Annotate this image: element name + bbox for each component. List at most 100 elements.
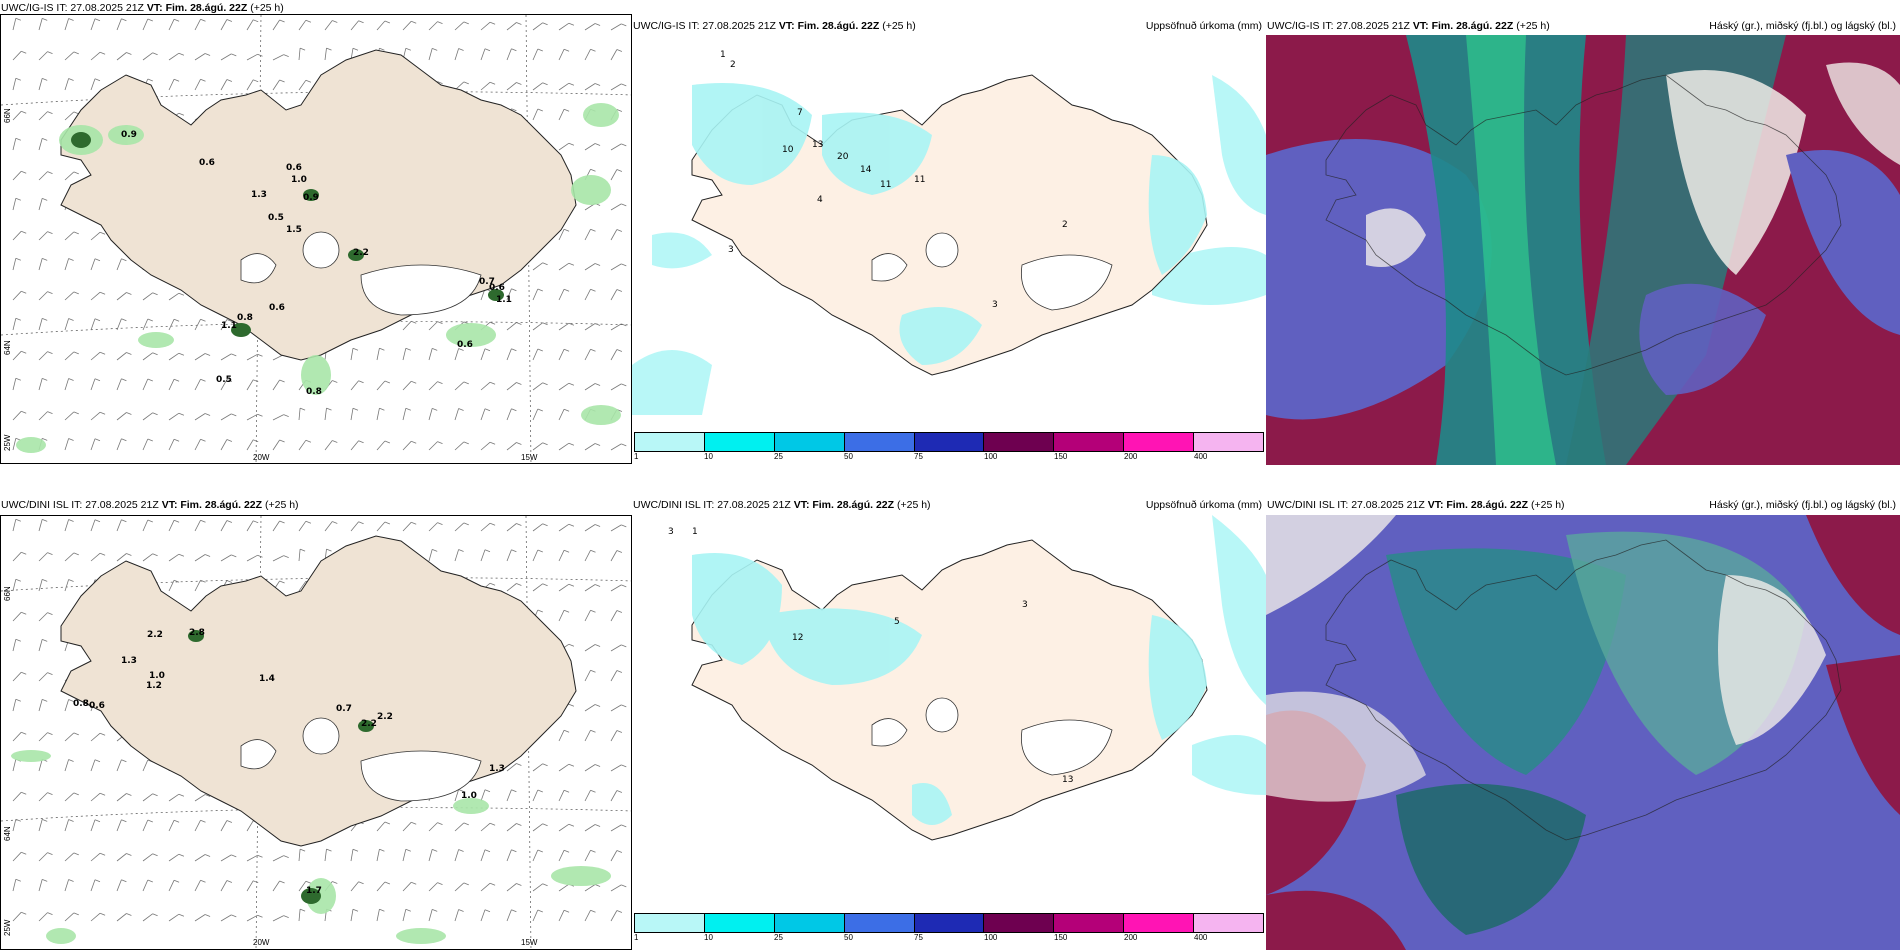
wind-barb — [428, 822, 438, 832]
wind-barb — [610, 383, 622, 391]
wind-barb-flag — [178, 553, 185, 557]
wind-barb — [428, 882, 438, 892]
wind-barb — [558, 82, 570, 91]
wind-barb — [584, 289, 591, 301]
lat-label: 64N — [3, 826, 12, 841]
wind-barb-flag — [94, 18, 101, 22]
wind-barb — [64, 411, 75, 421]
wind-barb-flag — [283, 555, 289, 558]
wind-barb-flag — [568, 322, 575, 326]
wind-barb-flag — [21, 731, 27, 735]
wind-barb — [298, 19, 307, 31]
wind-value: 1.0 — [149, 671, 165, 681]
wind-barb-flag — [47, 552, 53, 555]
wind-barb-flag — [621, 644, 627, 648]
wind-barb-flag — [563, 108, 570, 112]
wind-barb — [350, 521, 359, 532]
wind-barb-flag — [542, 823, 548, 827]
wind-barb — [90, 78, 96, 91]
wind-barb-flag — [68, 579, 74, 582]
colorbar-swatch — [1054, 433, 1125, 451]
colorbar-label: 200 — [1124, 933, 1138, 942]
wind-barb — [246, 53, 258, 61]
wind-barb — [350, 440, 359, 451]
wind-barb — [272, 439, 280, 451]
wind-barb — [38, 612, 48, 622]
wind-barb-flag — [121, 759, 127, 763]
wind-barb — [584, 790, 591, 802]
wind-barb-flag — [463, 882, 469, 886]
wind-barb-flag — [437, 321, 443, 324]
wind-barb-flag — [99, 231, 106, 235]
wind-barb-flag — [73, 351, 79, 355]
wind-barb — [402, 882, 412, 892]
wind-barb — [584, 704, 596, 712]
wind-barb — [532, 789, 539, 802]
wind-barb — [558, 229, 565, 241]
wind-barb-flag — [68, 759, 74, 762]
wind-barb — [298, 549, 301, 562]
wind-barb — [506, 348, 512, 361]
wind-barb — [194, 820, 201, 832]
wind-barb — [38, 852, 48, 862]
wind-barb-flag — [489, 822, 496, 826]
wind-barb-flag — [484, 348, 491, 352]
wind-barb-flag — [621, 884, 627, 888]
wind-barb-flag — [73, 51, 79, 55]
wind-barb-flag — [42, 819, 48, 822]
wind-barb-flag — [537, 288, 543, 292]
wind-barb — [142, 412, 153, 421]
wind-barb — [480, 789, 486, 802]
wind-barb-flag — [594, 764, 601, 767]
cloud-panel-row1: UWC/IG-IS IT: 27.08.2025 21Z VT: Fim. 28… — [1266, 0, 1900, 465]
wind-barb — [558, 322, 570, 331]
colorbar-swatch — [774, 914, 845, 932]
wind-barb — [12, 258, 17, 271]
wind-barb-flag — [563, 909, 570, 913]
wind-barb-flag — [621, 323, 627, 327]
wind-barb-flag — [226, 19, 233, 22]
wind-barb — [116, 879, 122, 892]
wind-barb — [194, 439, 201, 451]
wind-barb — [220, 554, 232, 562]
wind-barb-flag — [253, 379, 259, 383]
wind-barb-flag — [621, 263, 627, 267]
precip-colorbar — [634, 432, 1264, 452]
colorbar-swatch — [1054, 914, 1125, 932]
wind-barb — [220, 353, 232, 361]
wind-barb — [428, 348, 433, 361]
wind-barb — [38, 552, 48, 562]
wind-barb-flag — [152, 553, 158, 557]
wind-barb-flag — [484, 789, 491, 793]
wind-barb-flag — [226, 520, 233, 523]
colorbar-label: 150 — [1054, 452, 1068, 461]
wind-value: 0.8 — [237, 313, 253, 323]
wind-barb — [298, 849, 301, 862]
wind-barb-flag — [516, 322, 522, 325]
wind-barb — [298, 520, 307, 532]
wind-barb-flag — [42, 879, 48, 882]
wind-barb — [142, 553, 153, 562]
wind-barb-flag — [152, 412, 158, 416]
wind-barb-flag — [489, 381, 496, 385]
wind-barb — [194, 379, 201, 391]
wind-barb-flag — [42, 78, 48, 81]
wind-barb-flag — [511, 48, 517, 52]
colorbar-label: 50 — [844, 933, 853, 942]
wind-barb — [584, 550, 591, 562]
wind-barb — [116, 759, 122, 772]
wind-barb — [220, 19, 228, 31]
wind-barb-flag — [126, 292, 132, 295]
wind-barb-flag — [200, 879, 206, 883]
wind-barb — [610, 143, 622, 151]
wind-barb-flag — [257, 353, 263, 357]
wind-barb — [558, 823, 570, 832]
wind-barb — [584, 323, 596, 331]
precip-panel-row2: UWC/DINI ISL IT: 27.08.2025 21Z VT: Fim.… — [632, 485, 1266, 950]
wind-barb-flag — [305, 19, 312, 23]
wind-map — [1, 516, 631, 949]
wind-barb — [116, 793, 127, 802]
wind-barb — [584, 49, 591, 61]
wind-barb — [38, 78, 43, 91]
wind-barb-flag — [568, 142, 575, 146]
